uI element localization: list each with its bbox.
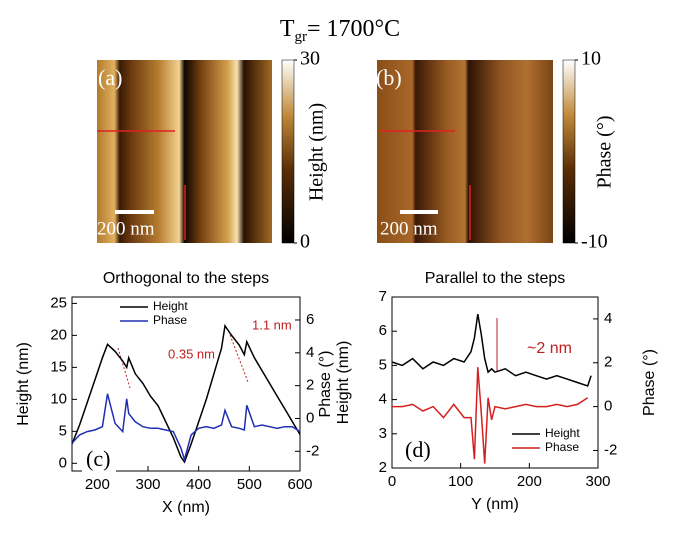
y2-tick-label: 0	[604, 398, 612, 415]
y-tick-label: 4	[379, 391, 387, 408]
y2-tick-label: 4	[306, 344, 314, 361]
x-tick-label: 400	[186, 476, 211, 493]
guide	[229, 334, 249, 383]
x-tick-label: 100	[448, 473, 473, 490]
y2-axis-label: Phase (°)	[641, 349, 658, 416]
colorbar-label: Phase (°)	[594, 116, 616, 189]
annotation: 1.1 nm	[252, 317, 292, 332]
title-rest: = 1700°C	[307, 16, 400, 42]
figure-title: Tgr= 1700°C	[280, 16, 400, 46]
scale-bar-label: 200 nm	[380, 218, 438, 239]
data-line	[391, 313, 592, 387]
annotation: ~2 nm	[527, 340, 572, 357]
chart-title: Orthogonal to the steps	[103, 270, 269, 287]
plot-frame	[391, 296, 599, 469]
colorbar-tick-label: 0	[300, 231, 310, 253]
legend-label: Phase	[545, 440, 579, 454]
y-tick-label: 5	[59, 422, 67, 439]
y2-axis-label: Phase (°)	[317, 351, 334, 418]
y2-tick-label: -2	[604, 441, 617, 458]
panel-label: (a)	[98, 65, 122, 90]
panel-label: (c)	[86, 446, 110, 471]
x-tick-label: 0	[388, 473, 396, 490]
y-tick-label: 2	[379, 459, 387, 476]
y-tick-label: 10	[50, 390, 67, 407]
y-tick-label: 25	[50, 294, 67, 311]
afm-image	[377, 60, 553, 243]
guide	[117, 347, 131, 389]
x-axis-label: Y (nm)	[471, 496, 519, 513]
data-line	[392, 367, 589, 464]
panel-label: (b)	[376, 65, 402, 90]
x-tick-label: 300	[135, 476, 160, 493]
x-tick-label: 500	[237, 476, 262, 493]
y2-tick-label: 0	[306, 409, 314, 426]
colorbar-tick-label: 10	[581, 48, 601, 70]
y-axis-label: Height (nm)	[15, 342, 32, 426]
y2-tick-label: 6	[306, 311, 314, 328]
legend-label: Height	[545, 426, 580, 440]
x-tick-label: 200	[85, 476, 110, 493]
annotation: 0.35 nm	[168, 346, 215, 361]
panel-label-bg	[401, 440, 435, 464]
y-tick-label: 7	[379, 288, 387, 305]
legend-label: Height	[153, 299, 188, 313]
chart-title: Parallel to the steps	[425, 270, 566, 287]
panel-label: (d)	[405, 437, 431, 462]
colorbar-label: Height (nm)	[306, 103, 328, 201]
y-tick-label: 0	[59, 454, 67, 471]
x-tick-label: 600	[287, 476, 312, 493]
colorbar-tick-label: -10	[581, 231, 608, 253]
y2-tick-label: -2	[306, 442, 319, 459]
y-tick-label: 6	[379, 322, 387, 339]
data-line	[71, 393, 301, 463]
y-axis-label: Height (nm)	[335, 341, 352, 425]
x-axis-label: X (nm)	[162, 499, 210, 516]
x-tick-label: 300	[585, 473, 610, 490]
x-tick-label: 200	[517, 473, 542, 490]
colorbar-tick-label: 30	[300, 48, 320, 70]
title-main: T	[280, 16, 295, 42]
legend-label: Phase	[153, 313, 187, 327]
y2-tick-label: 4	[604, 310, 612, 327]
panel-label-bg	[82, 449, 116, 473]
scale-bar-label: 200 nm	[97, 218, 155, 239]
title-sub: gr	[295, 29, 308, 45]
y-tick-label: 20	[50, 326, 67, 343]
colorbar	[281, 59, 295, 244]
y-tick-label: 5	[379, 356, 387, 373]
y-tick-label: 3	[379, 425, 387, 442]
y-tick-label: 15	[50, 358, 67, 375]
plot-frame	[71, 296, 301, 472]
colorbar	[562, 59, 576, 244]
y2-tick-label: 2	[604, 354, 612, 371]
y2-tick-label: 2	[306, 377, 314, 394]
